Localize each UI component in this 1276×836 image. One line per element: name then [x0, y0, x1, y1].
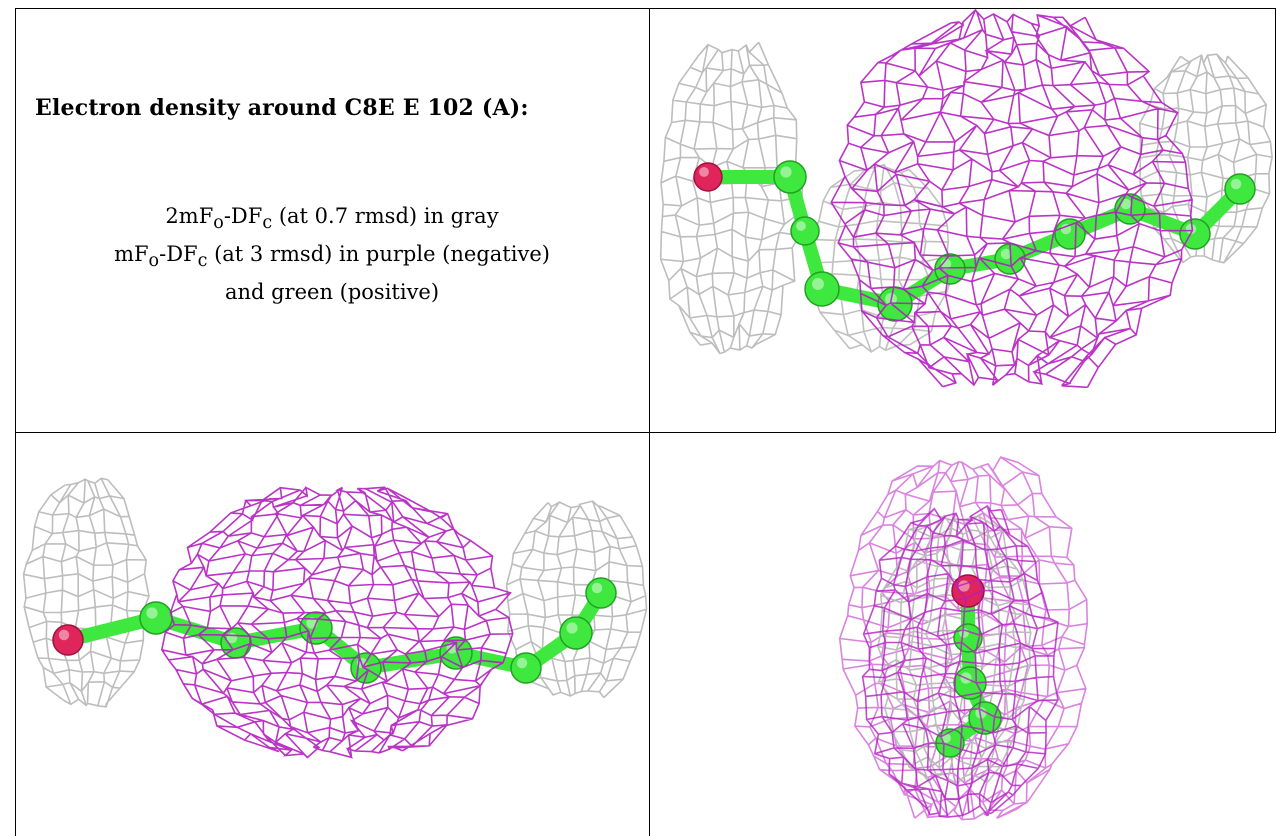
carbon-atom — [1179, 218, 1211, 250]
carbon-atom — [790, 216, 820, 246]
carbon-atom — [585, 577, 617, 609]
purple-mesh-inner — [861, 504, 1059, 818]
molecule-chain-1 — [693, 160, 1256, 322]
density-mesh-image-2 — [22, 477, 648, 759]
legend-line-green: and green (positive) — [224, 280, 440, 305]
legend-cell: Electron density around C8E E 102 (A): 2… — [15, 9, 649, 432]
legend-line-gray: 2mFo-DFc (at 0.7 rmsd) in gray — [165, 204, 499, 234]
legend-caption: 2mFo-DFc (at 0.7 rmsd) in gray mFo-DFc (… — [15, 201, 649, 308]
carbon-atom — [559, 616, 593, 650]
carbon-atom — [1054, 218, 1086, 250]
density-mesh-image-1 — [659, 9, 1273, 389]
carbon-atom — [968, 701, 1002, 735]
table-border-left — [15, 8, 16, 836]
legend-line-purple: mFo-DFc (at 3 rmsd) in purple (negative) — [114, 242, 550, 272]
table-divider-vertical — [649, 8, 650, 836]
density-mesh-image-3 — [838, 456, 1089, 821]
figure-title: Electron density around C8E E 102 (A): — [35, 95, 529, 121]
oxygen-atom — [693, 162, 723, 192]
purple-mesh-1 — [830, 9, 1194, 389]
carbon-atom — [1224, 173, 1256, 205]
gray-mesh-right — [1138, 53, 1273, 264]
density-view-bottom-right — [650, 433, 1276, 836]
carbon-atom — [1114, 193, 1146, 225]
gray-mesh-left — [659, 41, 804, 355]
density-view-top-right — [650, 9, 1275, 432]
carbon-atom — [773, 160, 807, 194]
purple-mesh-2 — [160, 486, 514, 759]
density-view-bottom-left — [16, 433, 649, 836]
oxygen-atom — [52, 624, 84, 656]
carbon-atom — [804, 271, 840, 307]
gray-mesh-left — [22, 477, 150, 708]
table-border-top — [15, 8, 1276, 9]
carbon-atom — [139, 601, 173, 635]
table-divider-horizontal — [15, 432, 1276, 433]
carbon-atom — [953, 666, 987, 700]
carbon-atom — [510, 652, 542, 684]
